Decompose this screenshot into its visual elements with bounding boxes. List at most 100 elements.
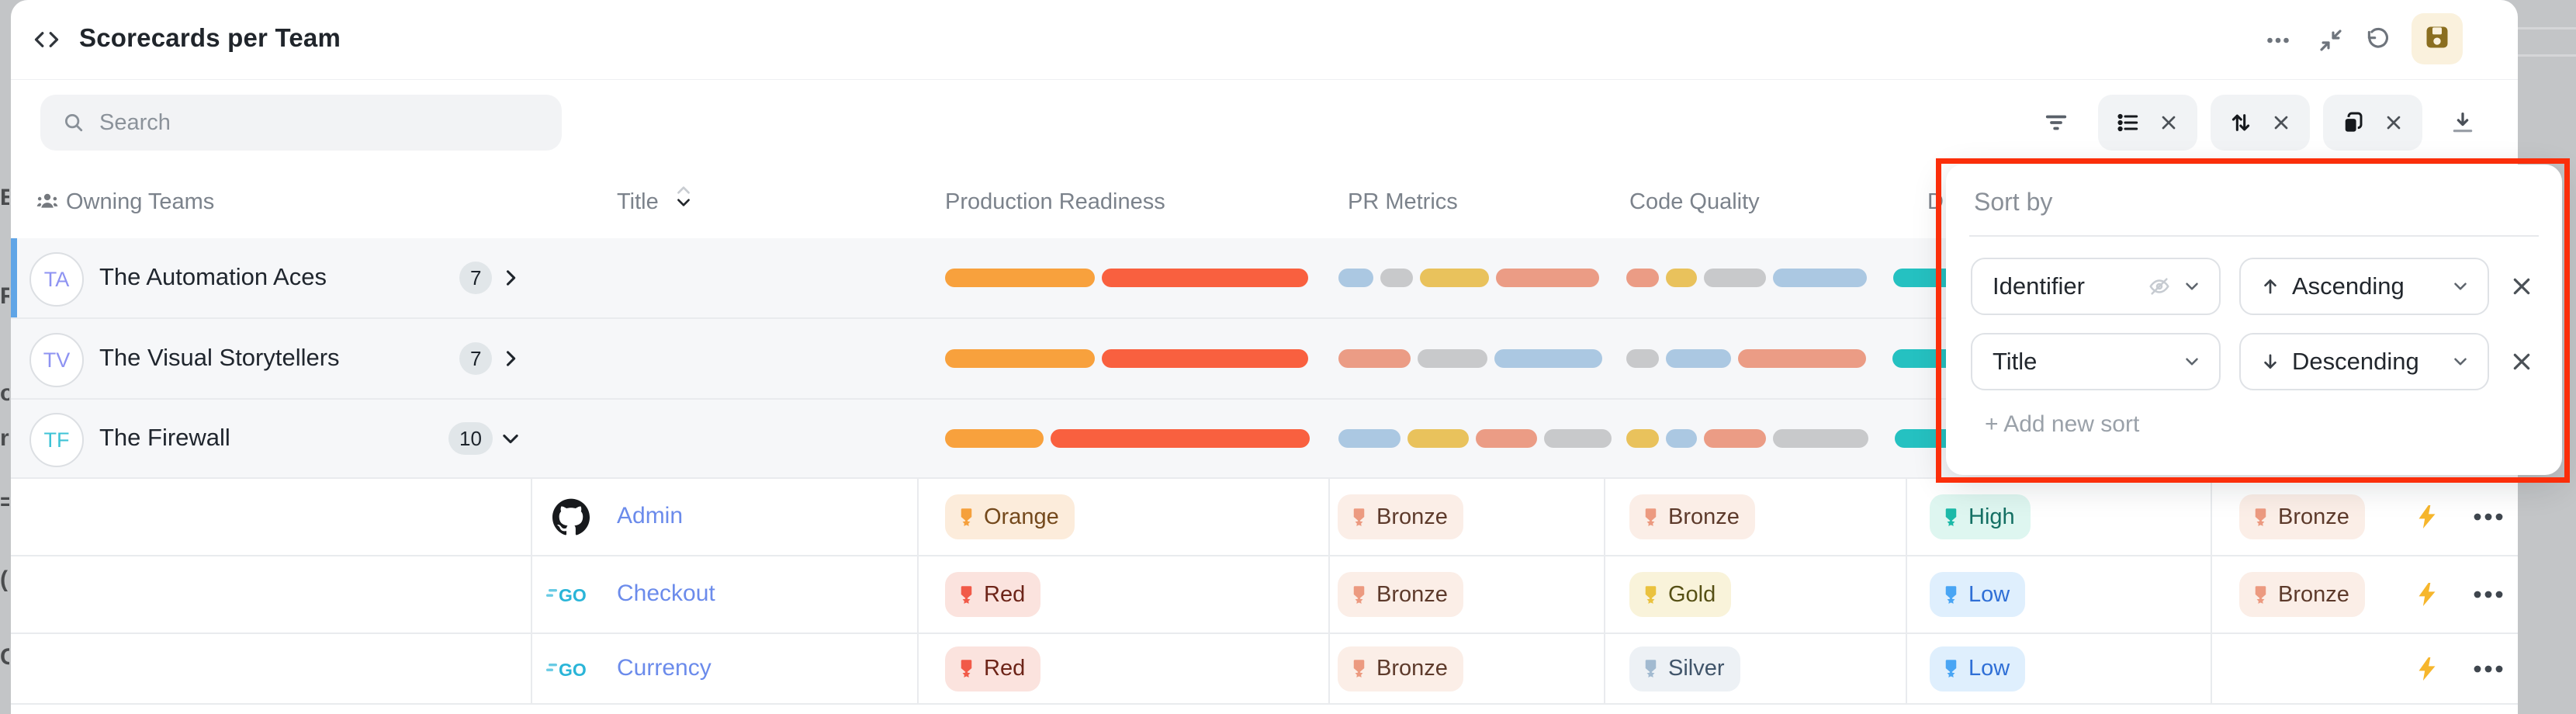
scorecard-row[interactable]: Admin Orange Bronze Bronze High Bronze — [11, 479, 2518, 556]
save-button[interactable] — [2412, 13, 2463, 64]
team-name[interactable]: The Visual Storytellers — [99, 344, 340, 371]
quick-action-button[interactable] — [2408, 497, 2446, 536]
score-bar-segment — [1418, 349, 1487, 368]
score-bar-segment — [1102, 269, 1308, 287]
score-bar-segment — [1544, 429, 1612, 448]
pr-metrics-bars — [1338, 349, 1602, 368]
row-menu-button[interactable] — [2469, 575, 2508, 614]
team-expand-toggle[interactable] — [500, 428, 521, 453]
scorecard-row[interactable]: GO Checkout Red Bronze Gold Low Bronze — [11, 556, 2518, 634]
scorecard-title-link[interactable]: Currency — [617, 654, 712, 681]
view-list-pill[interactable] — [2098, 95, 2197, 151]
filter-icon — [2045, 115, 2067, 130]
row-menu-button[interactable] — [2469, 650, 2508, 688]
sort-direction-select-1[interactable]: Ascending — [2239, 258, 2489, 315]
production-readiness-badge: Orange — [945, 494, 1075, 539]
quick-action-button[interactable] — [2408, 650, 2446, 688]
score-bar-segment — [1773, 269, 1867, 287]
clear-sort-icon[interactable] — [2270, 112, 2292, 133]
team-name[interactable]: The Automation Aces — [99, 263, 327, 290]
undo-button[interactable] — [2363, 26, 2391, 54]
column-header-title[interactable]: Title — [617, 189, 659, 214]
production-readiness-bars — [945, 269, 1308, 287]
quick-action-button[interactable] — [2408, 575, 2446, 614]
score-bar-segment — [1102, 349, 1308, 368]
score-bar-segment — [1051, 429, 1310, 448]
caret-up-icon — [677, 186, 690, 194]
background-text-fragment: ( — [0, 567, 8, 592]
production-readiness-badge: Red — [945, 572, 1041, 617]
column-header-code-quality[interactable]: Code Quality — [1629, 189, 1760, 214]
sort-field-select-1[interactable]: Identifier — [1971, 258, 2221, 315]
add-new-sort-button[interactable]: + Add new sort — [1985, 411, 2140, 437]
background-text-fragment: R — [0, 283, 9, 309]
score-bar-segment — [945, 269, 1095, 287]
scorecard-row[interactable]: GO Currency Red Bronze Silver Low — [11, 634, 2518, 705]
search-input[interactable] — [98, 109, 535, 137]
download-button[interactable] — [2439, 99, 2486, 146]
scorecard-title-link[interactable]: Checkout — [617, 581, 715, 606]
sort-field-select-2[interactable]: Title — [1971, 333, 2221, 390]
clear-view-icon[interactable] — [2158, 112, 2180, 133]
score-bar-segment — [1338, 269, 1373, 287]
column-e-badge: Bronze — [2239, 494, 2365, 539]
medal-icon — [1353, 585, 1365, 604]
remove-sort-1-button[interactable] — [2505, 269, 2539, 303]
column-header-d-truncated[interactable]: D — [1927, 189, 1944, 214]
pr-metrics-bars — [1338, 429, 1612, 448]
pr-metrics-badge: Bronze — [1338, 572, 1463, 617]
column-d-badge: High — [1930, 494, 2031, 539]
medal-icon — [961, 508, 972, 526]
score-bar-segment — [1420, 269, 1489, 287]
code-quality-bars — [1626, 429, 1961, 448]
go-icon: GO — [546, 660, 587, 680]
row-more-icon — [2474, 513, 2503, 521]
team-expand-toggle[interactable] — [500, 267, 521, 293]
group-copy-icon — [2343, 112, 2363, 133]
background-text-fragment: E — [0, 185, 9, 210]
bolt-icon — [2418, 657, 2436, 681]
medal-icon — [1945, 660, 1957, 678]
column-header-owning-teams[interactable]: Owning Teams — [66, 189, 215, 214]
background-row-line — [2518, 54, 2576, 57]
badge-label: Bronze — [1376, 581, 1448, 607]
column-header-pr-metrics[interactable]: PR Metrics — [1348, 189, 1458, 214]
row-menu-button[interactable] — [2469, 497, 2508, 536]
badge-label: Orange — [984, 504, 1059, 529]
score-bar-segment — [945, 429, 1044, 448]
collapse-button[interactable] — [2317, 26, 2345, 54]
remove-sort-2-button[interactable] — [2505, 345, 2539, 379]
chevron-down-icon — [2450, 352, 2470, 372]
bolt-icon — [2418, 505, 2436, 529]
chevron-down-icon — [2450, 276, 2470, 296]
badge-label: High — [1968, 504, 2015, 529]
production-readiness-badge: Red — [945, 646, 1041, 691]
background-text-fragment: r — [0, 425, 9, 451]
svg-text:GO: GO — [559, 585, 587, 605]
filter-button[interactable] — [2033, 99, 2079, 146]
eye-off-icon — [2149, 278, 2169, 295]
background-text-fragment: C — [0, 644, 9, 670]
score-bar-segment — [1666, 269, 1697, 287]
clear-group-icon[interactable] — [2383, 112, 2405, 133]
column-divider — [531, 479, 532, 705]
sort-pill[interactable] — [2211, 95, 2310, 151]
selected-row-indicator — [11, 238, 17, 317]
column-header-production-readiness[interactable]: Production Readiness — [945, 189, 1165, 214]
team-expand-toggle[interactable] — [500, 348, 521, 373]
badge-label: Bronze — [2278, 504, 2349, 529]
sort-field-value-1: Identifier — [1993, 272, 2085, 300]
group-pill[interactable] — [2323, 95, 2422, 151]
sort-popup-title: Sort by — [1974, 188, 2053, 216]
code-icon — [33, 26, 61, 57]
team-count-badge: 7 — [459, 262, 493, 294]
team-name[interactable]: The Firewall — [99, 424, 230, 451]
sort-direction-select-2[interactable]: Descending — [2239, 333, 2489, 390]
team-avatar: TA — [29, 252, 84, 307]
score-bar-segment — [1338, 349, 1411, 368]
more-options-button[interactable] — [2264, 26, 2292, 54]
save-icon — [2423, 23, 2451, 55]
title-sort-carets[interactable] — [675, 184, 692, 209]
scorecard-title-link[interactable]: Admin — [617, 503, 684, 529]
score-bar-segment — [1666, 429, 1697, 448]
